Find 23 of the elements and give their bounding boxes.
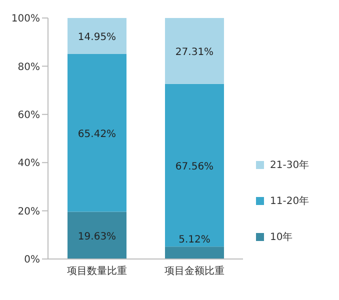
data-label: 14.95% — [78, 32, 116, 44]
legend-label: 11-20年 — [270, 195, 310, 208]
y-tick-label: 20% — [18, 206, 40, 218]
y-tick-label: 80% — [18, 62, 40, 73]
x-tick-label: 项目数量比重 — [66, 265, 127, 278]
data-label: 27.31% — [175, 46, 214, 58]
legend-label: 21-30年 — [270, 159, 310, 172]
y-tick-label: 40% — [18, 158, 40, 170]
bar — [165, 246, 224, 259]
bar — [68, 18, 126, 54]
data-label: 65.42% — [78, 128, 116, 140]
data-label: 19.63% — [78, 231, 116, 242]
data-label: 5.12% — [178, 234, 210, 246]
bar — [68, 54, 126, 212]
x-tick-label: 项目金额比重 — [164, 265, 224, 278]
bar — [68, 212, 126, 259]
y-tick-label: 0% — [24, 254, 40, 266]
y-tick-label: 100% — [11, 14, 40, 25]
bar — [165, 18, 224, 84]
legend-label: 10年 — [270, 231, 293, 244]
bar — [165, 84, 224, 247]
y-tick-label: 60% — [18, 110, 40, 121]
data-label: 67.56% — [175, 161, 214, 172]
